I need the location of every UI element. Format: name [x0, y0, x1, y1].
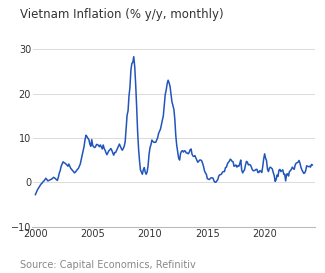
Text: Vietnam Inflation (% y/y, monthly): Vietnam Inflation (% y/y, monthly)	[20, 8, 223, 21]
Text: Source: Capital Economics, Refinitiv: Source: Capital Economics, Refinitiv	[20, 260, 195, 270]
